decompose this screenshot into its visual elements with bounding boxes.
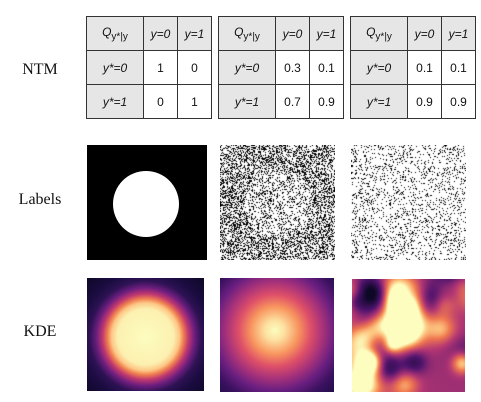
white-disk (113, 171, 179, 237)
table-cell: 0.9 (309, 84, 344, 119)
ntm-table-moderate-noise: Qy*|y y=0 y=1 y*=0 0.3 0.1 y*=1 0.7 0.9 (218, 16, 344, 119)
column-header: y=0 (143, 16, 178, 51)
table-cell: 0.7 (275, 84, 310, 119)
table-cell: 0.3 (275, 50, 310, 85)
label-image-high-noise (351, 145, 466, 260)
row-label-ntm: NTM (22, 61, 58, 78)
row-header: y*=1 (86, 84, 144, 119)
table-corner-cell: Qy*|y (218, 16, 276, 51)
label-image-moderate-noise (220, 145, 335, 260)
table-cell: 1 (177, 84, 212, 119)
table-cell: 0 (143, 84, 178, 119)
table-cell: 1 (143, 50, 178, 85)
ntm-table-high-noise: Qy*|y y=0 y=1 y*=0 0.1 0.1 y*=1 0.9 0.9 (350, 16, 476, 119)
table-cell: 0.1 (407, 50, 442, 85)
row-header: y*=1 (350, 84, 408, 119)
column-header: y=1 (177, 16, 212, 51)
column-header: y=1 (309, 16, 344, 51)
row-header: y*=0 (86, 50, 144, 85)
row-header: y*=1 (218, 84, 276, 119)
table-cell: 0.1 (309, 50, 344, 85)
table-corner-cell: Qy*|y (86, 16, 144, 51)
kde-image-high-noise (352, 279, 465, 392)
table-cell: 0.9 (407, 84, 442, 119)
column-header: y=1 (441, 16, 476, 51)
ntm-table-identity: Qy*|y y=0 y=1 y*=0 1 0 y*=1 0 1 (86, 16, 212, 119)
label-image-clean-disk (87, 145, 207, 260)
column-header: y=0 (407, 16, 442, 51)
row-header: y*=0 (350, 50, 408, 85)
table-corner-cell: Qy*|y (350, 16, 408, 51)
column-header: y=0 (275, 16, 310, 51)
row-header: y*=0 (218, 50, 276, 85)
row-label-kde: KDE (23, 323, 57, 340)
kde-image-moderate-noise (220, 278, 334, 392)
row-label-labels: Labels (18, 191, 62, 208)
table-cell: 0.9 (441, 84, 476, 119)
table-cell: 0 (177, 50, 212, 85)
kde-image-clean (87, 278, 204, 391)
table-cell: 0.1 (441, 50, 476, 85)
